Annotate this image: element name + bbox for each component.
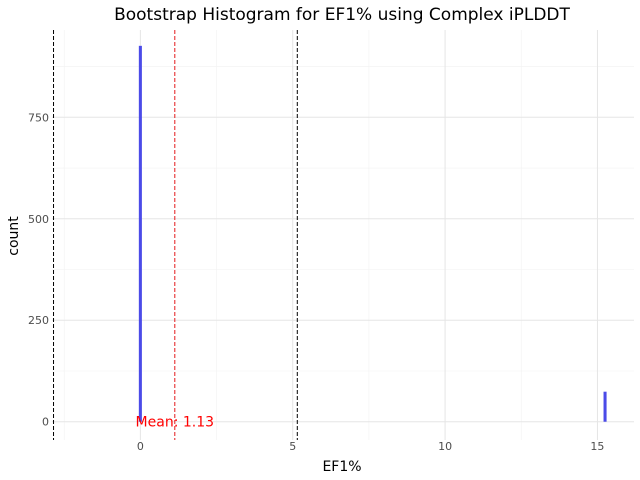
- x-tick-label: 5: [289, 440, 296, 453]
- y-axis-title: count: [6, 216, 22, 256]
- x-tick-label: 15: [590, 440, 604, 453]
- histogram-bars: [138, 45, 607, 422]
- y-tick-label: 500: [28, 213, 49, 226]
- chart-title: Bootstrap Histogram for EF1% using Compl…: [114, 5, 570, 25]
- x-tick-label: 0: [137, 440, 144, 453]
- reference-lines: [53, 30, 298, 440]
- y-tick-label: 0: [42, 416, 49, 429]
- mean-annotation: Mean: 1.13: [136, 415, 214, 431]
- histogram-bar-1: [603, 391, 607, 422]
- y-tick-label: 750: [28, 111, 49, 124]
- histogram-bar-0: [138, 45, 142, 422]
- grid-lines: [52, 30, 634, 440]
- x-tick-label: 10: [438, 440, 452, 453]
- y-tick-label: 250: [28, 314, 49, 327]
- x-axis-title: EF1%: [322, 459, 361, 475]
- tick-labels: 0 5 10 15 0 250 500 750: [28, 111, 604, 453]
